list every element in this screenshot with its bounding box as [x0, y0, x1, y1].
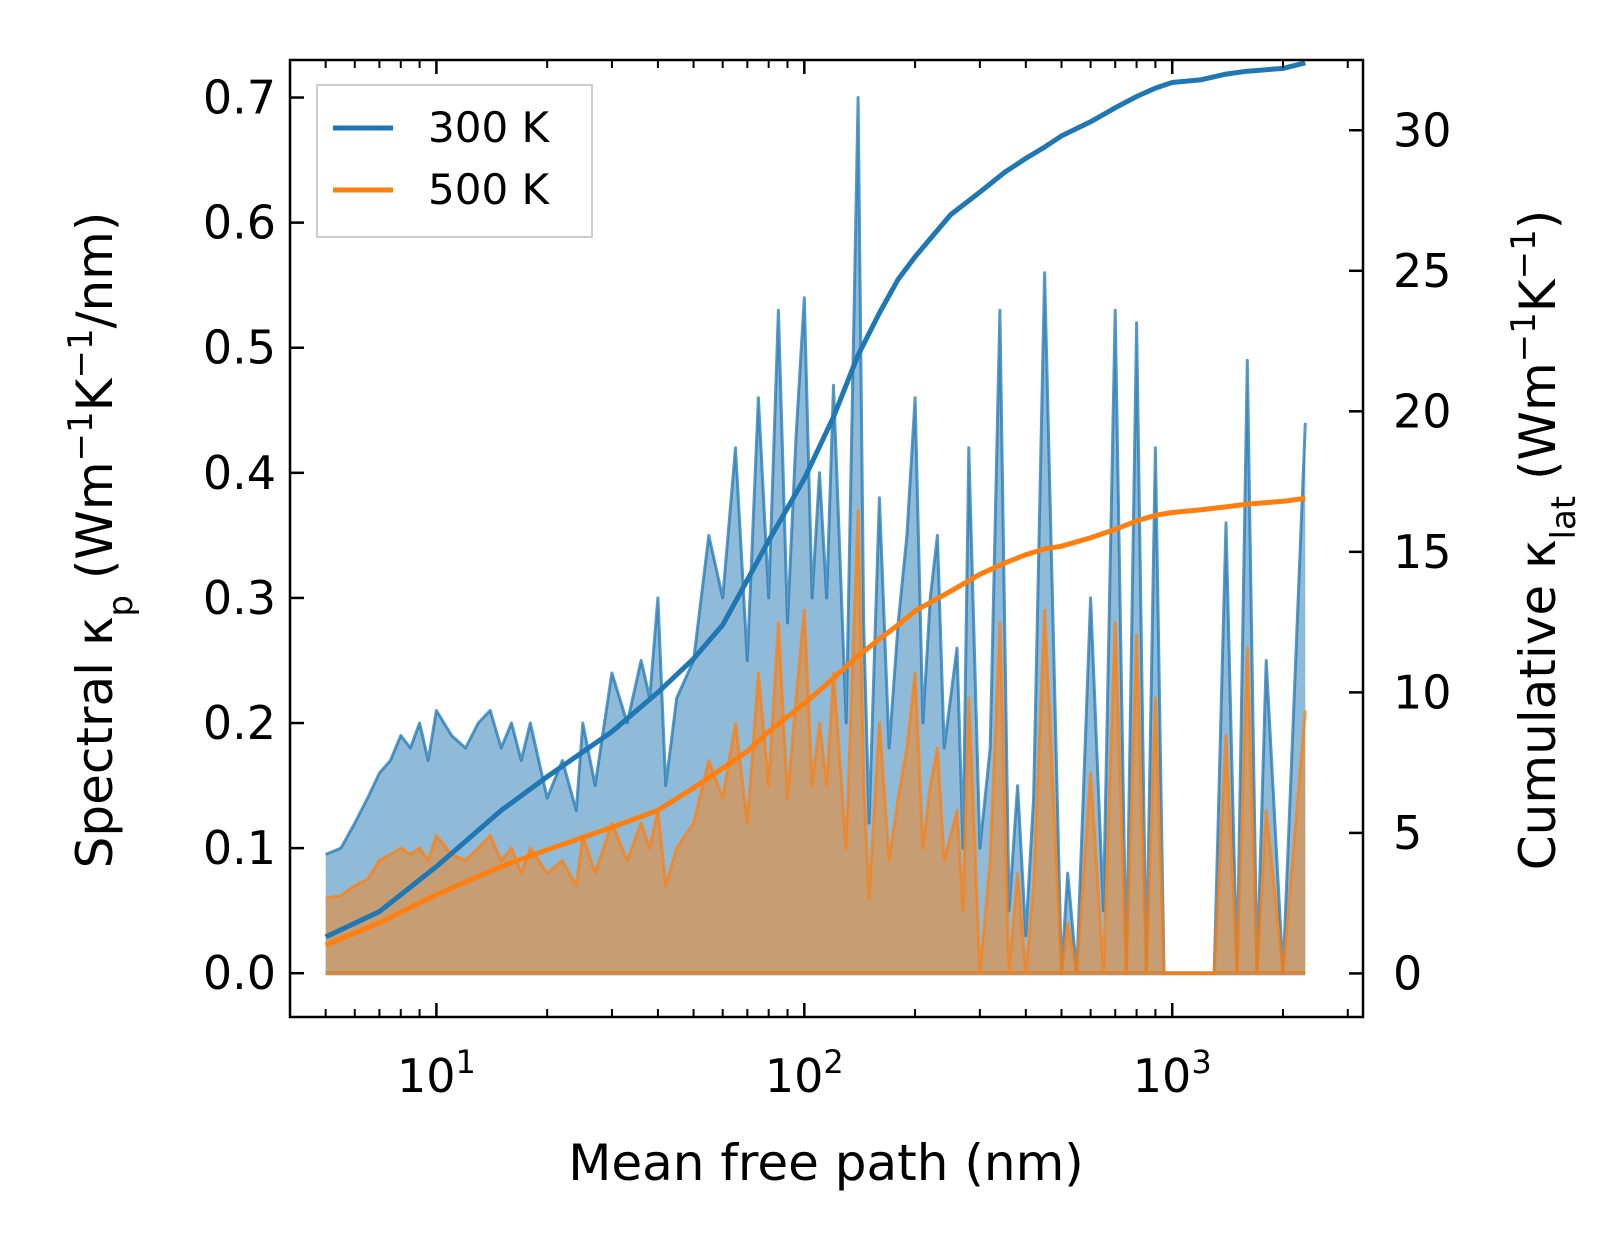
legend: 300 K 500 K: [316, 84, 593, 238]
spectral-line-300k: [325, 96, 1307, 975]
cumulative-line-300k: [324, 60, 1306, 940]
y-left-tick-label: 0.4: [203, 446, 276, 500]
spectral-line-500k: [325, 508, 1307, 975]
legend-label-300k: 300 K: [428, 103, 551, 152]
y-left-tick-label: 0.5: [203, 321, 276, 375]
x-axis-title: Mean free path (nm): [568, 1134, 1084, 1192]
y-left-tick-label: 0.0: [203, 946, 276, 1000]
spectral-area-500k: [325, 510, 1306, 974]
y-right-tick-label: 0: [1393, 946, 1422, 1000]
x-tick-label: 101: [397, 1043, 476, 1103]
y-left-tick-label: 0.1: [203, 821, 276, 875]
y-right-tick-label: 25: [1393, 244, 1452, 298]
y-right-tick-label: 30: [1393, 103, 1452, 157]
y-left-tick-label: 0.6: [203, 196, 276, 250]
y-right-tick-label: 15: [1393, 525, 1452, 579]
y-right-tick-label: 5: [1393, 806, 1422, 860]
plot-area: [324, 60, 1307, 976]
cumulative-line-500k: [324, 495, 1306, 948]
legend-box: [316, 84, 593, 238]
x-tick-label: 102: [765, 1043, 844, 1103]
x-tick-label: 103: [1133, 1043, 1212, 1103]
plot-frame: [288, 58, 1365, 1019]
y-axis-right-title: Cumulative κlat (Wm−1K−1): [1504, 210, 1584, 870]
y-right-tick-label: 20: [1393, 384, 1452, 438]
legend-label-500k: 500 K: [428, 165, 551, 214]
axis-ticks: 0.0 0.1 0.2 0.3 0.4 0.5 0.6 0.7 0 5 10 15 20 25 30 101 1…: [203, 60, 1452, 1103]
y-left-tick-label: 0.3: [203, 571, 276, 625]
y-left-tick-label: 0.7: [203, 71, 276, 125]
y-left-tick-label: 0.2: [203, 696, 276, 750]
y-right-tick-label: 10: [1393, 665, 1452, 719]
y-axis-left-title: Spectral κp (Wm−1K−1/nm): [61, 212, 141, 869]
